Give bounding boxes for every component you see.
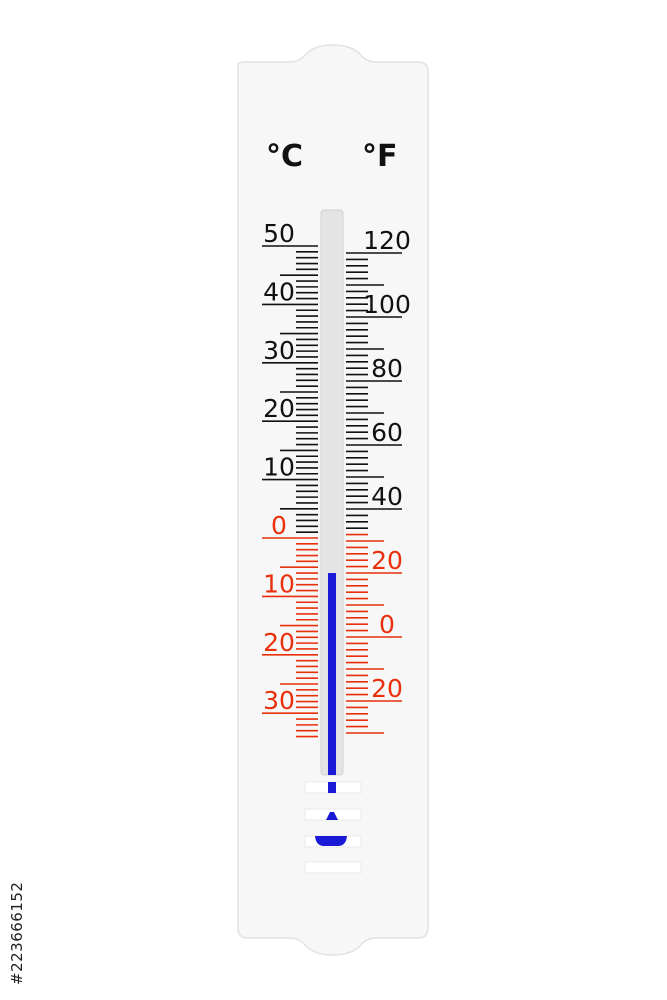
celsius-unit: °C xyxy=(266,139,303,174)
celsius-label: 10 xyxy=(263,569,295,598)
watermark-id: #223666152 xyxy=(8,881,26,985)
fahrenheit-label: 20 xyxy=(371,546,403,575)
fahrenheit-label: 80 xyxy=(371,354,403,383)
fahrenheit-label: 60 xyxy=(371,418,403,447)
celsius-label: 20 xyxy=(263,394,295,423)
fahrenheit-label: 20 xyxy=(371,674,403,703)
fahrenheit-unit: °F xyxy=(362,139,398,174)
fahrenheit-label: 120 xyxy=(363,226,411,255)
celsius-label: 20 xyxy=(263,628,295,657)
fahrenheit-label: 40 xyxy=(371,482,403,511)
celsius-label: 0 xyxy=(271,511,287,540)
celsius-label: 10 xyxy=(263,453,295,482)
mercury-bulb-top xyxy=(326,812,338,820)
celsius-label: 30 xyxy=(263,686,295,715)
celsius-label: 30 xyxy=(263,336,295,365)
celsius-label: 50 xyxy=(263,219,295,248)
fahrenheit-label: 100 xyxy=(363,290,411,319)
mercury-neck xyxy=(328,782,336,793)
mercury-column xyxy=(328,573,336,775)
mercury-bulb xyxy=(315,836,347,846)
celsius-label: 40 xyxy=(263,277,295,306)
fahrenheit-label: 0 xyxy=(379,610,395,639)
bulb-slot xyxy=(304,861,362,874)
